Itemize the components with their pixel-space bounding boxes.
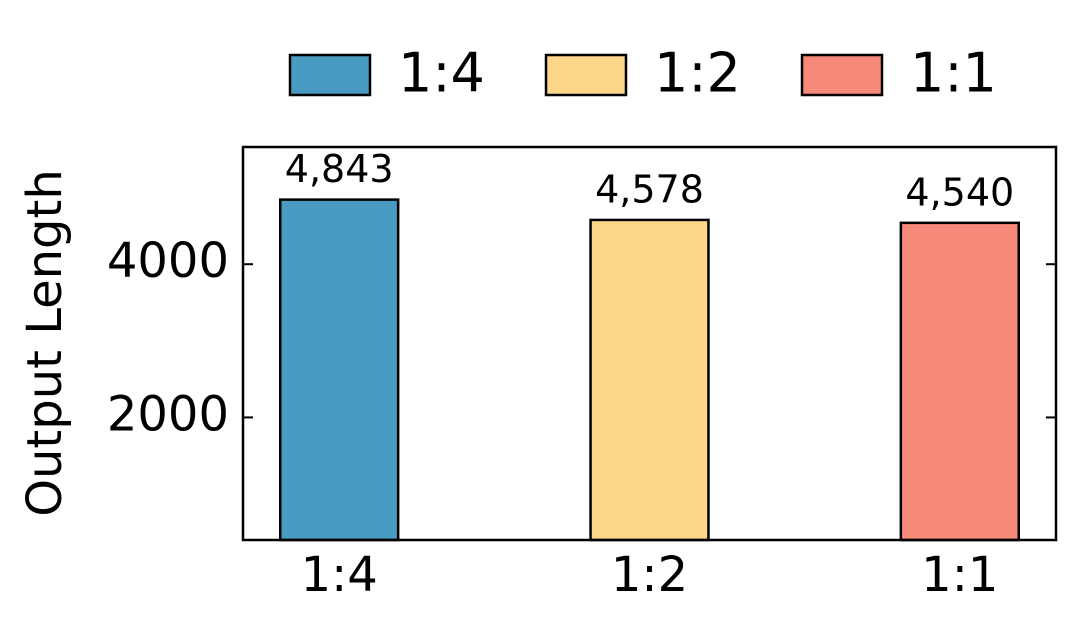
legend-swatch [800,53,884,97]
bar [899,221,1021,542]
y-tick-label: 2000 [107,386,229,442]
legend-swatch [288,53,372,97]
value-label: 4,578 [595,167,704,211]
legend-label: 1:4 [398,42,485,105]
y-tick-label: 4000 [107,233,229,289]
value-label: 4,540 [905,170,1014,214]
plot-frame [241,145,1058,542]
y-axis-label: Output Length [17,169,73,517]
legend-label: 1:2 [654,42,741,105]
bar [278,198,400,542]
legend-label: 1:1 [910,42,997,105]
x-tick-label: 1:4 [301,547,378,603]
bar [589,218,710,542]
x-tick-label: 1:2 [611,547,688,603]
value-label: 4,843 [285,147,394,191]
legend-swatch [544,53,628,97]
x-tick-label: 1:1 [921,547,998,603]
